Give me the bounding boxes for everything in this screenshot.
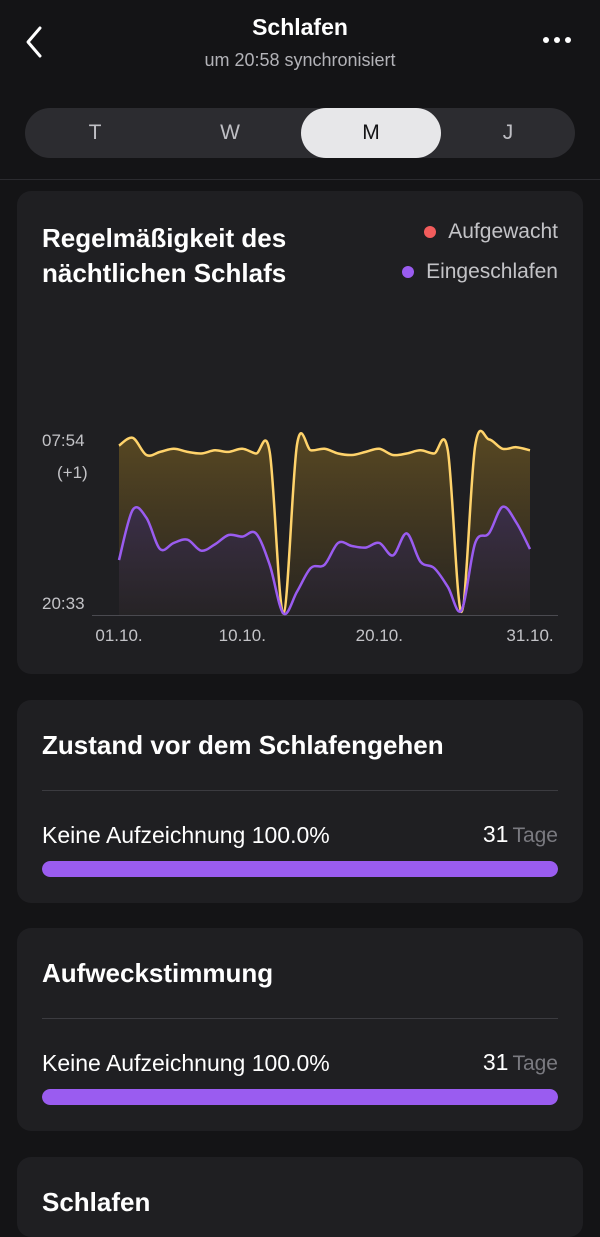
card-title: Schlafen — [42, 1187, 151, 1217]
row-count: 31 Tage — [483, 821, 558, 848]
divider — [42, 790, 558, 791]
period-tabs: T W M J — [25, 108, 575, 158]
x-axis-tick-label: 01.10. — [95, 626, 142, 645]
sleep-regularity-card: Regelmäßigkeit des nächtlichen Schlafs A… — [17, 191, 583, 674]
x-axis-tick-label: 31.10. — [506, 626, 553, 645]
card-title-line1: Regelmäßigkeit des — [42, 223, 287, 253]
sync-status: um 20:58 synchronisiert — [204, 50, 396, 70]
more-icon — [543, 37, 571, 43]
progress-bar-fill — [42, 861, 558, 877]
back-button[interactable] — [18, 22, 54, 62]
y-axis-top-label: 07:54 — [42, 431, 85, 450]
chevron-left-icon — [26, 26, 42, 58]
sleep-card: Schlafen — [17, 1157, 583, 1237]
sleep-regularity-chart: 07:54 (+1) 20:33 01.10. 10.10. 20.10. 31.10… — [42, 429, 558, 645]
card-title: Zustand vor dem Schlafengehen — [42, 730, 444, 760]
tab-month[interactable]: M — [301, 108, 441, 158]
page-title: Schlafen — [252, 14, 348, 40]
fell-asleep-area — [119, 506, 530, 615]
row-label: Keine Aufzeichnung 100.0% — [42, 1050, 330, 1076]
legend-woke-up: Aufgewacht — [424, 220, 558, 244]
wake-mood-card: Aufweckstimmung Keine Aufzeichnung 100.0… — [17, 928, 583, 1131]
row-label: Keine Aufzeichnung 100.0% — [42, 822, 330, 848]
divider — [42, 1018, 558, 1019]
card-title: Aufweckstimmung — [42, 958, 274, 988]
y-axis-bottom-label: 20:33 — [42, 594, 85, 613]
tab-day[interactable]: T — [88, 121, 102, 144]
legend-label: Eingeschlafen — [426, 260, 558, 283]
progress-bar — [42, 1089, 558, 1105]
progress-bar — [42, 861, 558, 877]
count-unit: Tage — [512, 824, 558, 847]
app-header: Schlafen um 20:58 synchronisiert — [0, 0, 600, 95]
sleep-state-card: Zustand vor dem Schlafengehen Keine Aufz… — [17, 700, 583, 903]
legend-fell-asleep: Eingeschlafen — [402, 260, 558, 284]
count-value: 31 — [482, 821, 509, 847]
row-count: 31 Tage — [483, 1049, 558, 1076]
count-value: 31 — [482, 1049, 509, 1075]
tab-week[interactable]: W — [220, 121, 240, 144]
count-unit: Tage — [512, 1052, 558, 1075]
x-axis-tick-label: 20.10. — [356, 626, 403, 645]
card-title-line2: nächtlichen Schlafs — [42, 258, 287, 288]
legend-dot-red — [424, 226, 437, 238]
header-divider — [0, 179, 600, 180]
fell-asleep-line — [117, 505, 532, 616]
legend-dot-purple — [402, 266, 415, 278]
tab-year[interactable]: J — [502, 121, 514, 144]
legend-label: Aufgewacht — [448, 220, 558, 243]
progress-bar-fill — [42, 1089, 558, 1105]
more-options-button[interactable] — [542, 30, 572, 50]
y-axis-top-sublabel: (+1) — [57, 463, 88, 482]
x-axis-tick-label: 10.10. — [219, 626, 266, 645]
